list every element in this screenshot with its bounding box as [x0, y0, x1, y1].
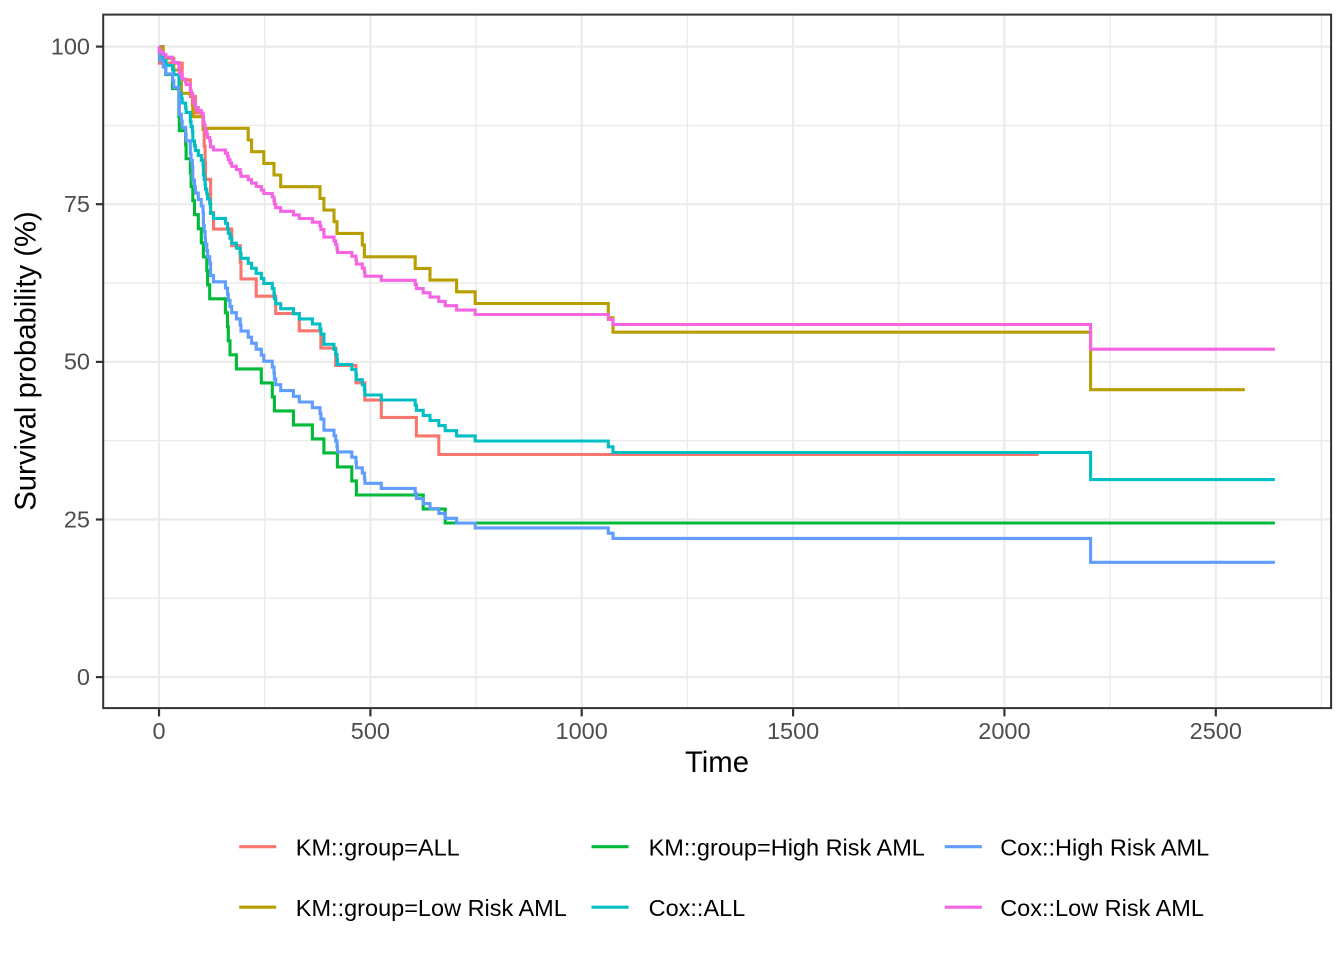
svg-text:Survival probability (%): Survival probability (%): [9, 211, 42, 511]
svg-text:1500: 1500: [767, 718, 819, 744]
svg-text:75: 75: [64, 191, 90, 217]
svg-text:Cox::High Risk AML: Cox::High Risk AML: [1000, 835, 1209, 861]
svg-text:25: 25: [64, 506, 90, 532]
svg-text:50: 50: [64, 349, 90, 375]
svg-text:Time: Time: [685, 746, 749, 779]
svg-text:Cox::Low Risk AML: Cox::Low Risk AML: [1000, 895, 1204, 921]
svg-text:2500: 2500: [1190, 718, 1242, 744]
svg-text:0: 0: [152, 718, 165, 744]
svg-text:1000: 1000: [556, 718, 608, 744]
svg-text:0: 0: [77, 664, 90, 690]
svg-text:KM::group=ALL: KM::group=ALL: [296, 835, 460, 861]
svg-text:KM::group=Low Risk AML: KM::group=Low Risk AML: [296, 895, 567, 921]
svg-text:Cox::ALL: Cox::ALL: [649, 895, 746, 921]
svg-text:KM::group=High Risk AML: KM::group=High Risk AML: [649, 835, 925, 861]
svg-text:500: 500: [351, 718, 390, 744]
svg-text:2000: 2000: [978, 718, 1030, 744]
svg-text:100: 100: [51, 33, 90, 59]
